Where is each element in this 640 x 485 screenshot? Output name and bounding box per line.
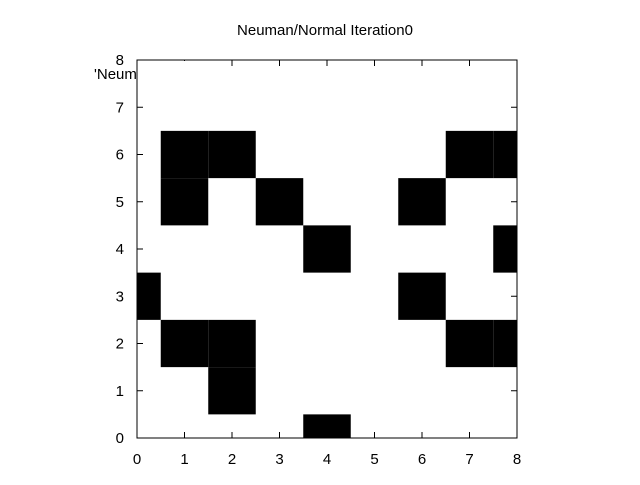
heatmap-cell xyxy=(303,414,351,438)
x-tick-label: 6 xyxy=(418,451,426,468)
heatmap-cell xyxy=(208,130,256,179)
heatmap-cell xyxy=(160,319,209,368)
y-tick-label: 6 xyxy=(116,147,124,164)
heatmap-cell xyxy=(137,272,161,320)
x-tick-label: 4 xyxy=(323,451,331,468)
heatmap-cell xyxy=(208,319,256,368)
x-tick-label: 8 xyxy=(513,451,521,468)
heatmap-cell xyxy=(445,130,494,179)
cells-layer xyxy=(137,130,517,438)
chart-title: Neuman/Normal Iteration0 xyxy=(237,22,413,39)
x-tick-label: 3 xyxy=(275,451,283,468)
y-tick-label: 7 xyxy=(116,99,124,116)
y-tick-label: 2 xyxy=(116,336,124,353)
heatmap-cell xyxy=(160,130,209,179)
heatmap-cell xyxy=(208,367,256,415)
y-tick-label: 1 xyxy=(116,383,124,400)
y-tick-label: 5 xyxy=(116,194,124,211)
heatmap-cell xyxy=(255,178,304,226)
heatmap-cell xyxy=(493,130,517,179)
y-tick-label: 4 xyxy=(116,241,124,258)
tick-labels-layer: 0 1 2 3 4 5 6 7 8 0 1 2 3 4 5 6 7 8 xyxy=(116,52,522,468)
legend-label: 'Neum xyxy=(94,66,137,83)
heatmap-cell xyxy=(398,178,446,226)
x-tick-label: 1 xyxy=(180,451,188,468)
x-tick-label: 2 xyxy=(228,451,236,468)
heatmap-cell xyxy=(303,225,351,273)
y-tick-label: 0 xyxy=(116,430,124,447)
heatmap-cell xyxy=(160,178,209,226)
heatmap-cell xyxy=(398,272,446,320)
x-tick-label: 0 xyxy=(133,451,141,468)
x-tick-label: 5 xyxy=(370,451,378,468)
heatmap-cell xyxy=(493,319,517,368)
legend-clip-mask xyxy=(138,61,198,86)
y-tick-label: 8 xyxy=(116,52,124,69)
y-tick-label: 3 xyxy=(116,288,124,305)
heatmap-cell xyxy=(445,319,494,368)
heatmap-cell xyxy=(493,225,517,273)
x-tick-label: 7 xyxy=(465,451,473,468)
plot-frame xyxy=(136,59,518,439)
